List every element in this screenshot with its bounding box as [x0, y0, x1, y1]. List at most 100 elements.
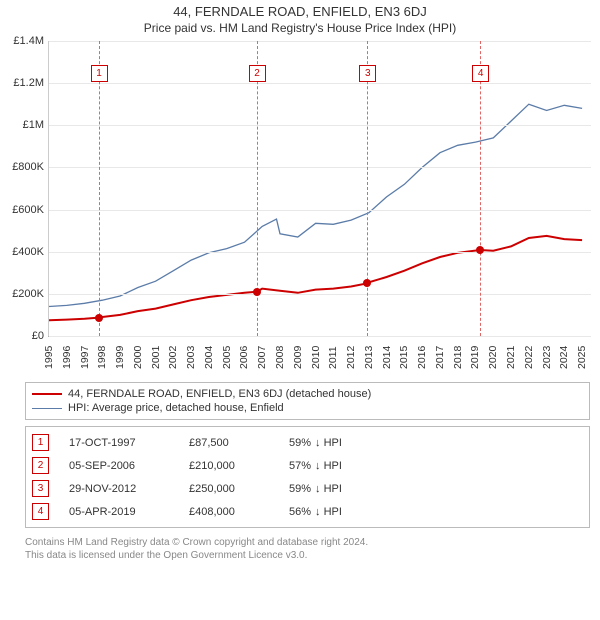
x-axis-label: 2005 [221, 346, 233, 369]
x-axis-label: 2010 [310, 346, 322, 369]
series-line-property [49, 236, 582, 320]
legend-item: 44, FERNDALE ROAD, ENFIELD, EN3 6DJ (det… [32, 387, 583, 401]
transaction-price: £408,000 [189, 506, 269, 518]
x-axis-label: 2001 [150, 346, 162, 369]
transaction-row-marker: 3 [32, 480, 49, 497]
transaction-row: 4 05-APR-2019 £408,000 56%↓ HPI [32, 500, 583, 523]
x-axis-label: 2000 [132, 346, 144, 369]
transaction-pct: 57% [289, 460, 311, 472]
transaction-date: 17-OCT-1997 [69, 437, 169, 449]
legend-swatch [32, 393, 62, 395]
x-axis-label: 2024 [558, 346, 570, 369]
x-axis-label: 2012 [345, 346, 357, 369]
y-axis-label: £1.4M [4, 35, 44, 47]
x-axis-label: 1996 [61, 346, 73, 369]
y-axis-label: £600K [4, 204, 44, 216]
x-axis-label: 2006 [238, 346, 250, 369]
x-axis-label: 2004 [203, 346, 215, 369]
transaction-marker: 4 [472, 65, 489, 82]
x-axis-label: 1997 [79, 346, 91, 369]
x-axis-label: 1999 [114, 346, 126, 369]
transaction-row-marker: 4 [32, 503, 49, 520]
footer-line-1: Contains HM Land Registry data © Crown c… [25, 536, 590, 549]
x-axis-label: 2016 [416, 346, 428, 369]
transaction-hpi: 59% ↓ HPI [289, 437, 342, 449]
transactions-table: 1 17-OCT-1997 £87,500 59% ↓ HPI 2 05-SEP-2006 £… [25, 426, 590, 528]
chart-container: 44, FERNDALE ROAD, ENFIELD, EN3 6DJ Pric… [0, 0, 600, 620]
transaction-relation: ↓ HPI [315, 460, 342, 472]
x-axis-label: 2015 [398, 346, 410, 369]
y-axis-label: £1M [4, 119, 44, 131]
transaction-point [363, 279, 371, 287]
transaction-row: 1 17-OCT-1997 £87,500 59% ↓ HPI [32, 431, 583, 454]
transaction-price: £250,000 [189, 483, 269, 495]
chart-gridline [49, 252, 591, 253]
transaction-hpi: 59% ↓ HPI [289, 483, 342, 495]
y-axis-label: £200K [4, 288, 44, 300]
x-axis-label: 1998 [96, 346, 108, 369]
x-axis-label: 2011 [327, 346, 339, 369]
transaction-hpi: 56%↓ HPI [289, 506, 342, 518]
chart-title: 44, FERNDALE ROAD, ENFIELD, EN3 6DJ [0, 0, 600, 19]
transaction-vline [99, 41, 100, 336]
transaction-point [476, 246, 484, 254]
transaction-row-marker: 2 [32, 457, 49, 474]
legend-swatch [32, 408, 62, 409]
x-axis-label: 1995 [43, 346, 55, 369]
transaction-date: 05-APR-2019 [69, 506, 169, 518]
chart-legend: 44, FERNDALE ROAD, ENFIELD, EN3 6DJ (det… [25, 382, 590, 420]
transaction-date: 05-SEP-2006 [69, 460, 169, 472]
y-axis-label: £400K [4, 246, 44, 258]
x-axis-label: 2002 [167, 346, 179, 369]
transaction-pct: 59% [289, 483, 311, 495]
transaction-marker: 1 [91, 65, 108, 82]
y-axis-label: £0 [4, 330, 44, 342]
transaction-row: 205-SEP-2006£210,00057%↓ HPI [32, 454, 583, 477]
x-axis-label: 2021 [505, 346, 517, 369]
chart-gridline [49, 210, 591, 211]
transaction-point [95, 314, 103, 322]
x-axis-label: 2008 [274, 346, 286, 369]
chart-gridline [49, 294, 591, 295]
series-line-hpi [49, 104, 582, 306]
x-axis-label: 2009 [292, 346, 304, 369]
x-axis-label: 2019 [469, 346, 481, 369]
x-axis-label: 2007 [256, 346, 268, 369]
y-axis-label: £800K [4, 161, 44, 173]
chart-subtitle: Price paid vs. HM Land Registry's House … [0, 19, 600, 41]
transaction-relation: ↓ HPI [315, 506, 342, 518]
transaction-relation: ↓ HPI [315, 483, 342, 495]
x-axis-label: 2023 [541, 346, 553, 369]
x-axis-label: 2003 [185, 346, 197, 369]
chart-gridline [49, 125, 591, 126]
chart-gridline [49, 167, 591, 168]
transaction-date: 29-NOV-2012 [69, 483, 169, 495]
x-axis-label: 2018 [452, 346, 464, 369]
transaction-marker: 3 [359, 65, 376, 82]
legend-label: 44, FERNDALE ROAD, ENFIELD, EN3 6DJ (det… [68, 388, 371, 400]
legend-label: HPI: Average price, detached house, Enfi… [68, 402, 284, 414]
legend-item: HPI: Average price, detached house, Enfi… [32, 401, 583, 415]
x-axis-label: 2014 [381, 346, 393, 369]
x-axis-label: 2022 [523, 346, 535, 369]
transaction-row: 3 29-NOV-2012 £250,000 59% ↓ HPI [32, 477, 583, 500]
chart-plot-area: £0£200K£400K£600K£800K£1M£1.2M£1.4M1234 [48, 41, 591, 337]
transaction-row-marker: 1 [32, 434, 49, 451]
transaction-vline [480, 41, 481, 336]
transaction-price: £87,500 [189, 437, 269, 449]
chart-gridline [49, 83, 591, 84]
transaction-hpi: 57% ↓ HPI [289, 460, 342, 472]
transaction-vline [367, 41, 368, 336]
transaction-relation: ↓ HPI [315, 437, 342, 449]
x-axis-label: 2025 [576, 346, 588, 369]
chart-x-axis: 1995199619971998199920002001200220032004… [48, 337, 590, 377]
x-axis-label: 2020 [487, 346, 499, 369]
x-axis-label: 2017 [434, 346, 446, 369]
x-axis-label: 2013 [363, 346, 375, 369]
y-axis-label: £1.2M [4, 77, 44, 89]
transaction-point [253, 288, 261, 296]
transaction-marker: 2 [249, 65, 266, 82]
transaction-pct: 59% [289, 437, 311, 449]
chart-footer: Contains HM Land Registry data © Crown c… [25, 536, 590, 562]
chart-gridline [49, 41, 591, 42]
